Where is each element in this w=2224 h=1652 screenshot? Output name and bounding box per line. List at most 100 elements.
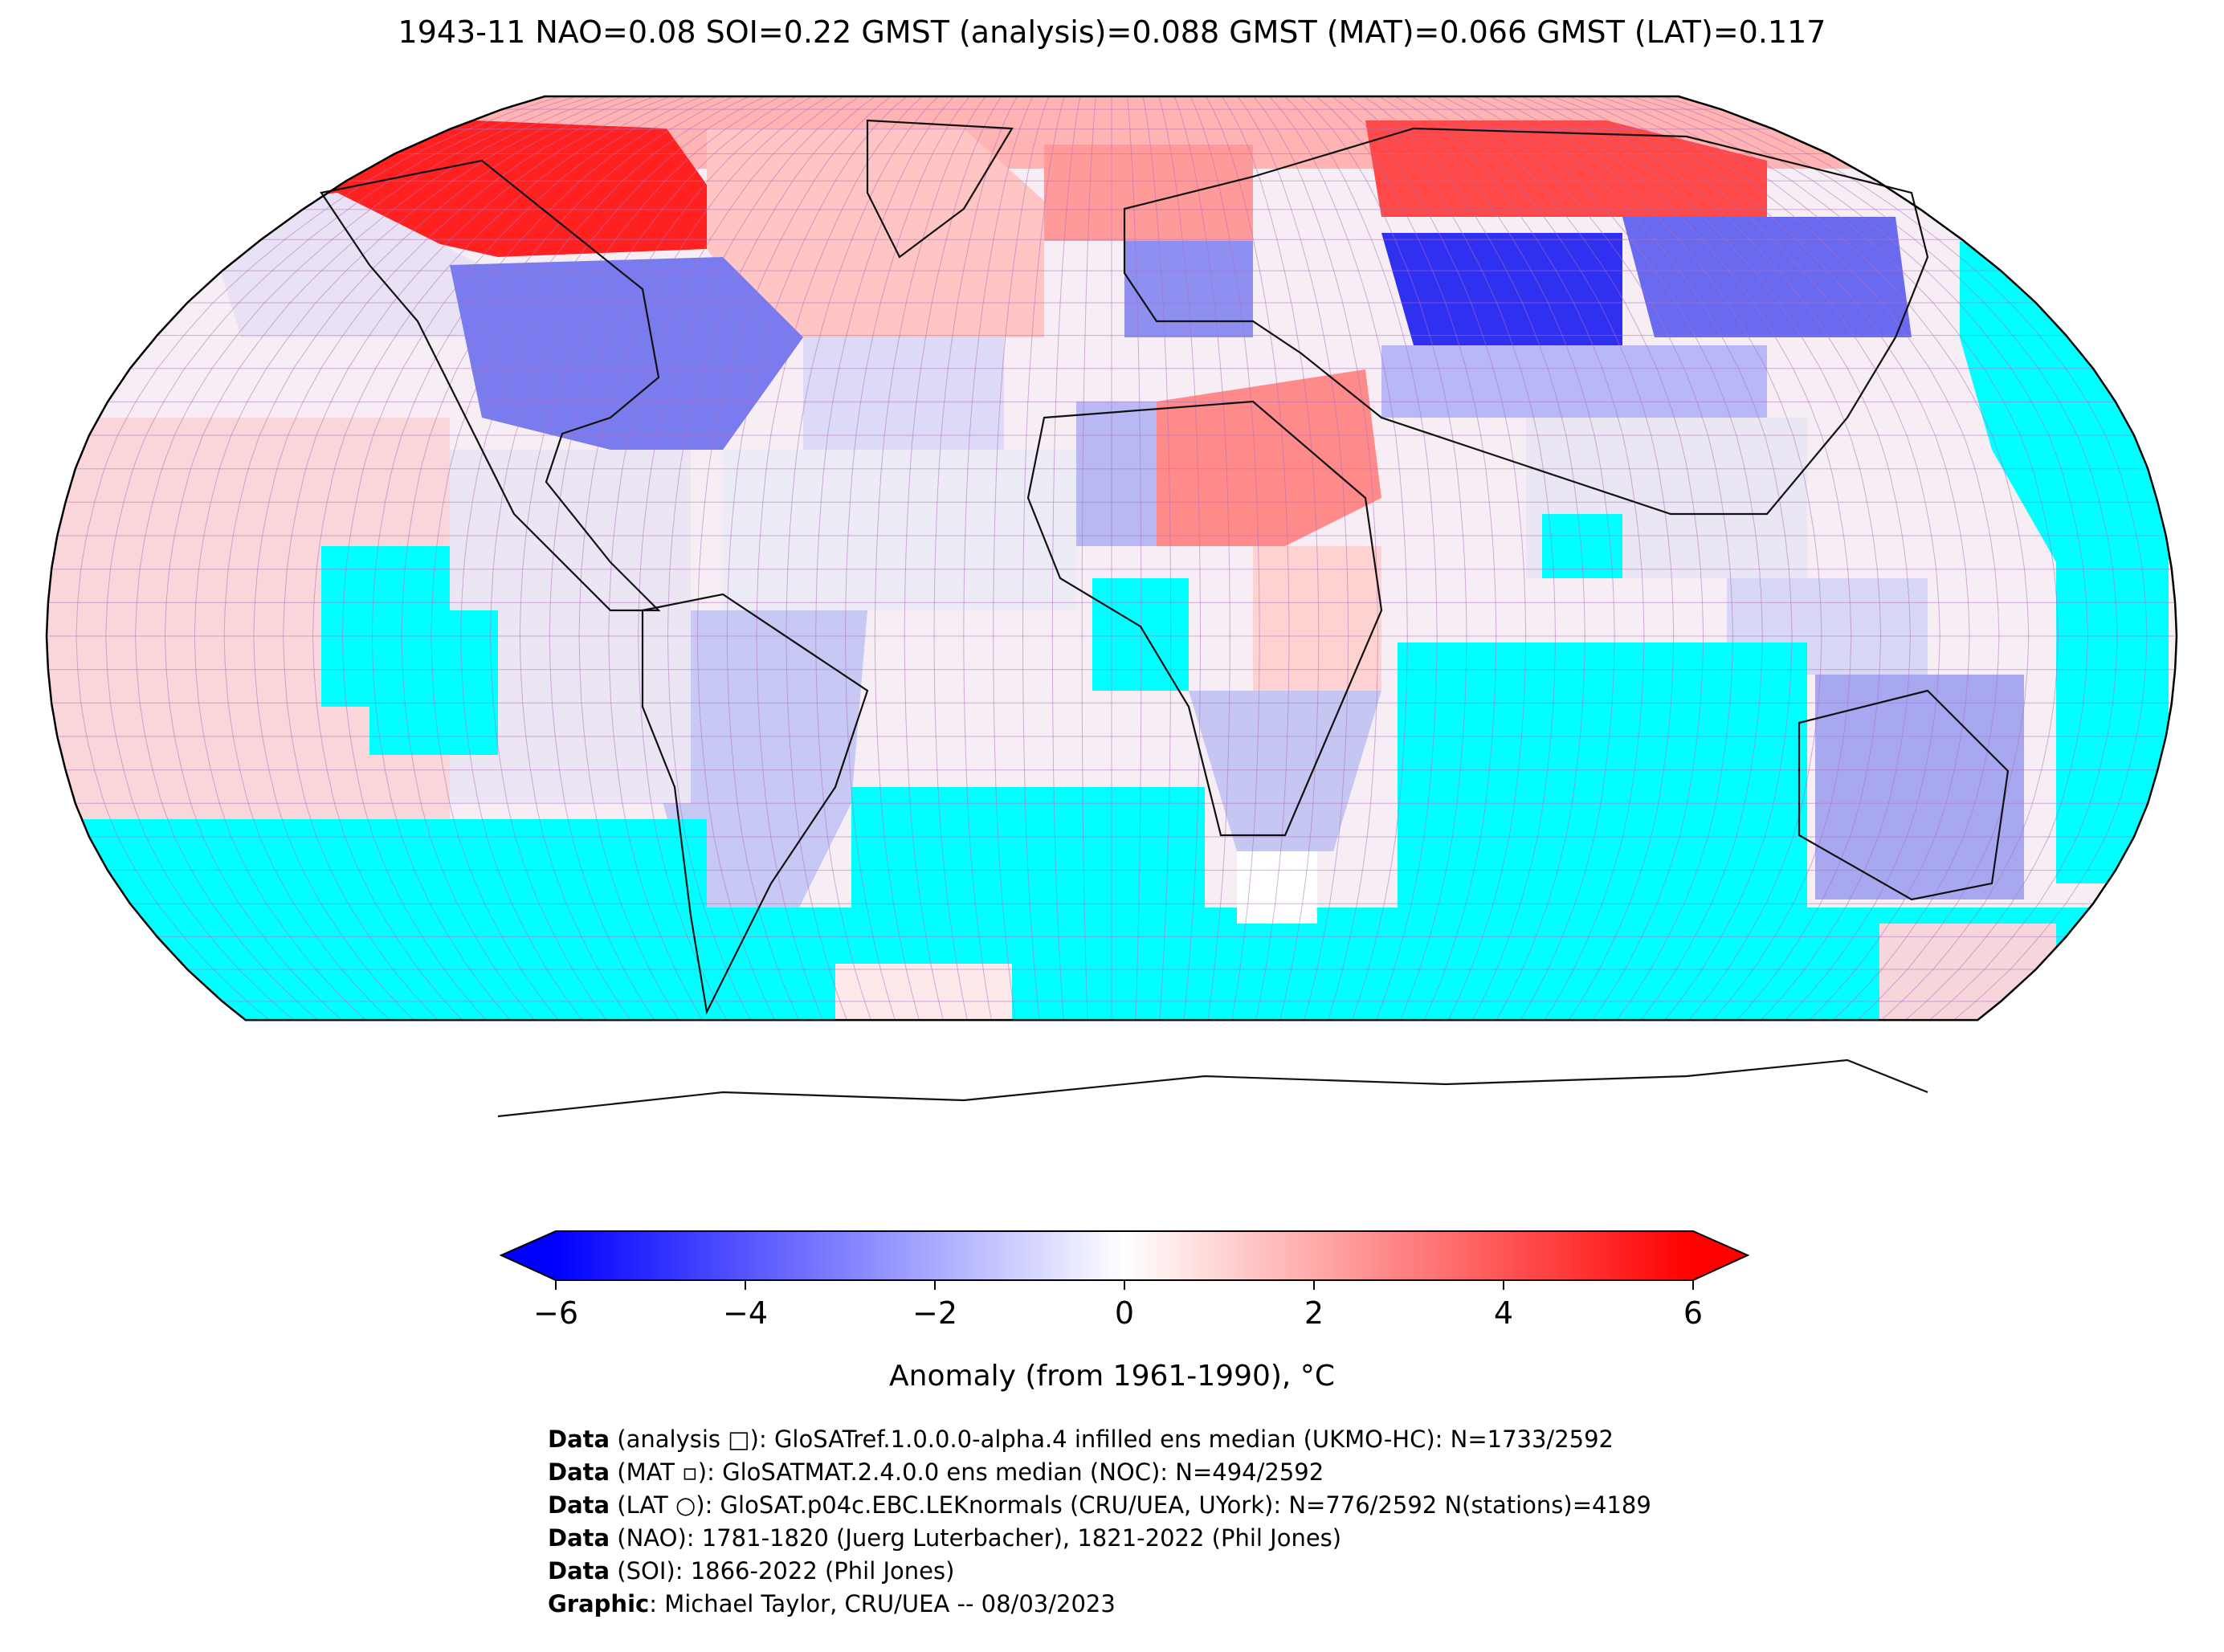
credit-text: (MAT ▫): GloSATMAT.2.4.0.0 ens median (N… — [610, 1458, 1324, 1486]
meridian-line — [105, 96, 577, 1021]
region-australia — [1815, 675, 2024, 899]
region-south-america — [659, 610, 867, 964]
colorbar-tick-label: −6 — [533, 1295, 578, 1331]
meridian-line — [608, 96, 845, 1021]
meridian-line — [1206, 96, 1290, 1021]
credit-text: (SOI): 1866-2022 (Phil Jones) — [610, 1557, 955, 1585]
meridian-line — [1190, 96, 1260, 1021]
credit-line-soi: Data (SOI): 1866-2022 (Phil Jones) — [548, 1555, 1651, 1588]
credit-label: Data — [548, 1557, 610, 1585]
meridian-line — [1158, 96, 1202, 1021]
meridian-line — [1142, 96, 1172, 1021]
grid-lines — [47, 96, 2177, 1021]
map-title: 1943-11 NAO=0.08 SOI=0.22 GMST (analysis… — [398, 14, 1826, 50]
meridian-line — [1221, 96, 1320, 1021]
coast-antarctica — [497, 1059, 1928, 1118]
credit-line-analysis: Data (analysis □): GloSATref.1.0.0.0-alp… — [548, 1423, 1651, 1456]
meridian-line — [1300, 96, 1467, 1021]
meridian-line — [223, 96, 640, 1021]
meridian-line — [460, 96, 765, 1021]
meridian-line — [1647, 96, 2118, 1021]
region-europe — [1124, 241, 1253, 337]
meridian-line — [341, 96, 703, 1021]
meridian-line — [1410, 96, 1675, 1021]
credit-line-graphic: Graphic: Michael Taylor, CRU/UEA -- 08/0… — [548, 1588, 1651, 1621]
meridian-line — [1316, 96, 1497, 1021]
credit-text: (LAT ○): GloSAT.p04c.EBC.LEKnormals (CRU… — [610, 1491, 1651, 1519]
meridian-line — [549, 96, 813, 1021]
meridian-line — [1489, 96, 1822, 1021]
credit-label: Data — [548, 1458, 610, 1486]
meridian-line — [667, 96, 876, 1021]
meridian-line — [904, 96, 1002, 1021]
meridian-line — [1615, 96, 2059, 1021]
region-tropical-atlantic — [723, 450, 1076, 610]
meridian-line — [815, 96, 955, 1021]
coast-europe-asia — [1123, 127, 1929, 516]
meridian-line — [1568, 96, 1970, 1021]
meridian-line — [312, 96, 687, 1021]
coast-africa — [1026, 400, 1383, 837]
credit-line-lat: Data (LAT ○): GloSAT.p04c.EBC.LEKnormals… — [548, 1489, 1651, 1522]
meridian-line — [1630, 96, 2089, 1021]
meridian-line — [1253, 96, 1379, 1021]
nodata-southeast-pacific — [64, 819, 707, 908]
colorbar-tick-label: 6 — [1683, 1295, 1703, 1331]
nodata-indian-small — [1542, 514, 1622, 578]
meridian-line — [1363, 96, 1585, 1021]
colorbar-tick-label: 0 — [1115, 1295, 1134, 1331]
credit-label: Data — [548, 1524, 610, 1552]
credit-line-mat: Data (MAT ▫): GloSATMAT.2.4.0.0 ens medi… — [548, 1456, 1651, 1489]
meridian-line — [1268, 96, 1408, 1021]
nodata-south-atlantic — [851, 787, 1205, 908]
meridian-line — [1378, 96, 1615, 1021]
colorbar-gradient — [556, 1231, 1693, 1280]
meridian-line — [993, 96, 1050, 1021]
meridian-line — [1081, 96, 1096, 1021]
meridian-line — [1599, 96, 2030, 1021]
meridian-line — [371, 96, 719, 1021]
coast-south-america — [641, 593, 869, 1015]
credit-text: : Michael Taylor, CRU/UEA -- 08/03/2023 — [649, 1590, 1116, 1617]
region-east-asia-cold — [1622, 217, 1912, 337]
region-south-pacific-warm-spot — [835, 964, 1012, 1021]
meridian-line — [1662, 96, 2148, 1021]
colorbar-extend-low — [501, 1231, 556, 1280]
region-central-asia-transition — [1381, 345, 1767, 418]
region-siberia-central-asia — [1381, 233, 1622, 345]
meridian-line — [1022, 96, 1065, 1021]
credit-label: Data — [548, 1426, 610, 1453]
credit-text: (NAO): 1781-1820 (Juerg Luterbacher), 18… — [610, 1524, 1342, 1552]
meridian-line — [874, 96, 986, 1021]
region-southern-africa — [1189, 691, 1381, 851]
meridian-line — [1051, 96, 1081, 1021]
colorbar: −6 −4 −2 0 2 4 6 — [499, 1230, 1750, 1331]
meridian-line — [134, 96, 593, 1021]
meridian-line — [638, 96, 860, 1021]
meridian-line — [844, 96, 970, 1021]
meridian-line — [519, 96, 798, 1021]
meridian-line — [933, 96, 1018, 1021]
meridian-line — [1536, 96, 1912, 1021]
nodata-indian-ocean — [1398, 642, 1807, 908]
credit-text: (analysis □): GloSATref.1.0.0.0-alpha.4 … — [610, 1426, 1614, 1453]
meridian-line — [756, 96, 924, 1021]
meridian-line — [1127, 96, 1142, 1021]
globe-outline — [45, 95, 2178, 1022]
region-africa-east — [1253, 546, 1381, 691]
meridian-line — [726, 96, 908, 1021]
meridian-line — [696, 96, 892, 1021]
credit-line-nao: Data (NAO): 1781-1820 (Juerg Luterbacher… — [548, 1522, 1651, 1555]
coast-australia — [1798, 689, 2010, 901]
meridian-line — [1442, 96, 1734, 1021]
meridian-line — [1394, 96, 1645, 1021]
meridian-line — [1347, 96, 1557, 1021]
coast-north-america — [320, 159, 661, 612]
region-east-pacific — [450, 450, 691, 803]
nodata-atlantic-equator — [1092, 578, 1189, 691]
meridian-line — [401, 96, 734, 1021]
meridian-line — [164, 96, 608, 1021]
meridian-line — [1552, 96, 1940, 1021]
meridian-line — [1284, 96, 1438, 1021]
